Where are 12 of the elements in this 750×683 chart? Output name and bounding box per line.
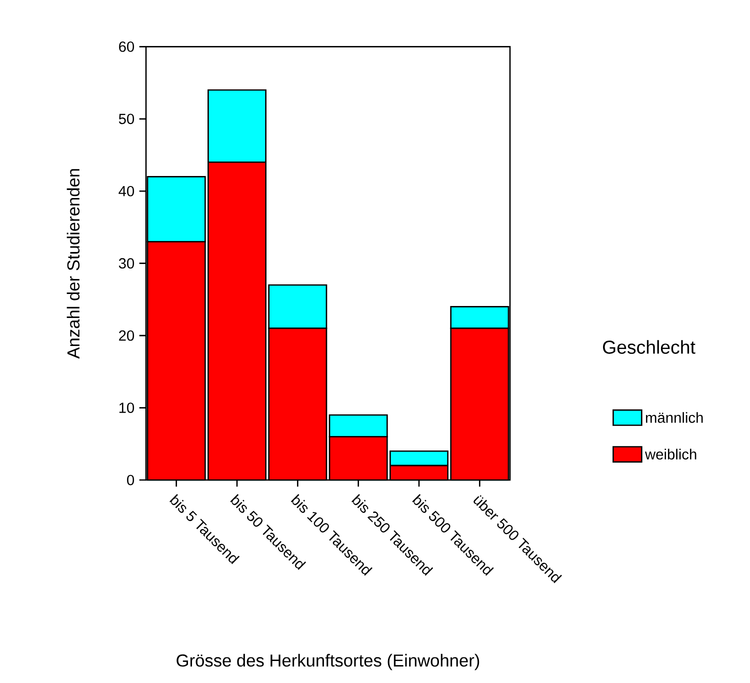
y-tick-label: 50 xyxy=(118,114,134,124)
y-tick-label: 20 xyxy=(119,330,134,341)
y-axis-title: Anzahl der Studierenden xyxy=(66,169,80,359)
y-tick-label: 40 xyxy=(118,186,134,196)
y-tick-label: 0 xyxy=(127,474,134,486)
legend-title: Geschlecht xyxy=(603,340,696,354)
legend-label: weiblich xyxy=(644,448,696,460)
y-tick-label: 60 xyxy=(119,42,134,52)
legend-label: männlich xyxy=(646,412,703,423)
x-axis-title: Grösse des Herkunftsortes (Einwohner) xyxy=(176,654,480,670)
y-tick-label: 10 xyxy=(119,402,134,413)
y-tick-label: 30 xyxy=(118,258,134,269)
